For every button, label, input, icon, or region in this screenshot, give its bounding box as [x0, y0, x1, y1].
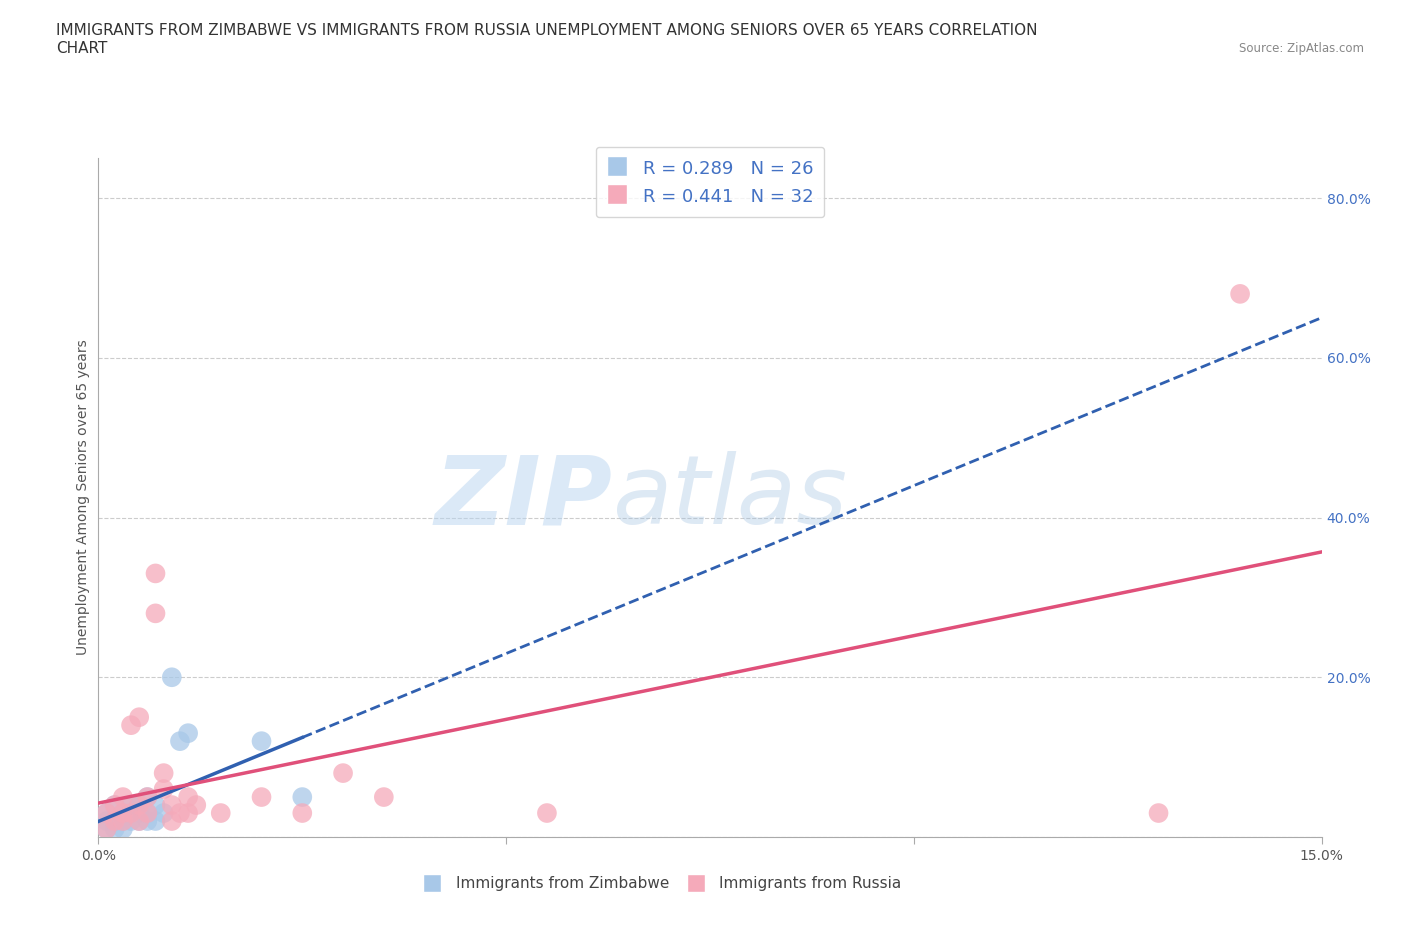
Point: [145, 814, 167, 829]
Point: [291, 790, 314, 804]
Point: [1229, 286, 1251, 301]
Point: [160, 670, 183, 684]
Text: Source: ZipAtlas.com: Source: ZipAtlas.com: [1239, 42, 1364, 55]
Point: [136, 814, 159, 829]
Point: [104, 798, 127, 813]
Point: [145, 798, 167, 813]
Point: [177, 805, 200, 820]
Point: [291, 805, 314, 820]
Point: [96, 821, 118, 836]
Y-axis label: Unemployment Among Seniors over 65 years: Unemployment Among Seniors over 65 years: [76, 339, 90, 656]
Point: [96, 821, 118, 836]
Point: [136, 790, 159, 804]
Point: [111, 790, 134, 804]
Point: [373, 790, 395, 804]
Point: [186, 798, 208, 813]
Point: [111, 805, 134, 820]
Point: [250, 790, 273, 804]
Point: [177, 725, 200, 740]
Point: [128, 798, 150, 813]
Point: [96, 805, 118, 820]
Point: [111, 814, 134, 829]
Point: [104, 814, 127, 829]
Point: [536, 805, 558, 820]
Point: [120, 805, 142, 820]
Point: [111, 814, 134, 829]
Point: [169, 734, 191, 749]
Point: [177, 790, 200, 804]
Point: [96, 805, 118, 820]
Text: ZIP: ZIP: [434, 451, 612, 544]
Point: [104, 821, 127, 836]
Point: [104, 798, 127, 813]
Point: [128, 814, 150, 829]
Point: [128, 814, 150, 829]
Point: [96, 814, 118, 829]
Point: [136, 805, 159, 820]
Point: [136, 805, 159, 820]
Text: atlas: atlas: [612, 451, 848, 544]
Point: [120, 798, 142, 813]
Point: [152, 781, 174, 796]
Point: [111, 821, 134, 836]
Point: [120, 718, 142, 733]
Legend: Immigrants from Zimbabwe, Immigrants from Russia: Immigrants from Zimbabwe, Immigrants fro…: [415, 870, 908, 897]
Point: [209, 805, 232, 820]
Point: [145, 566, 167, 581]
Point: [128, 798, 150, 813]
Point: [136, 790, 159, 804]
Point: [332, 765, 354, 780]
Text: IMMIGRANTS FROM ZIMBABWE VS IMMIGRANTS FROM RUSSIA UNEMPLOYMENT AMONG SENIORS OV: IMMIGRANTS FROM ZIMBABWE VS IMMIGRANTS F…: [56, 23, 1038, 56]
Point: [152, 805, 174, 820]
Point: [152, 765, 174, 780]
Point: [160, 798, 183, 813]
Point: [120, 814, 142, 829]
Point: [145, 606, 167, 621]
Point: [169, 805, 191, 820]
Point: [111, 805, 134, 820]
Point: [160, 814, 183, 829]
Point: [128, 710, 150, 724]
Point: [1147, 805, 1170, 820]
Point: [128, 805, 150, 820]
Point: [120, 805, 142, 820]
Point: [104, 814, 127, 829]
Point: [250, 734, 273, 749]
